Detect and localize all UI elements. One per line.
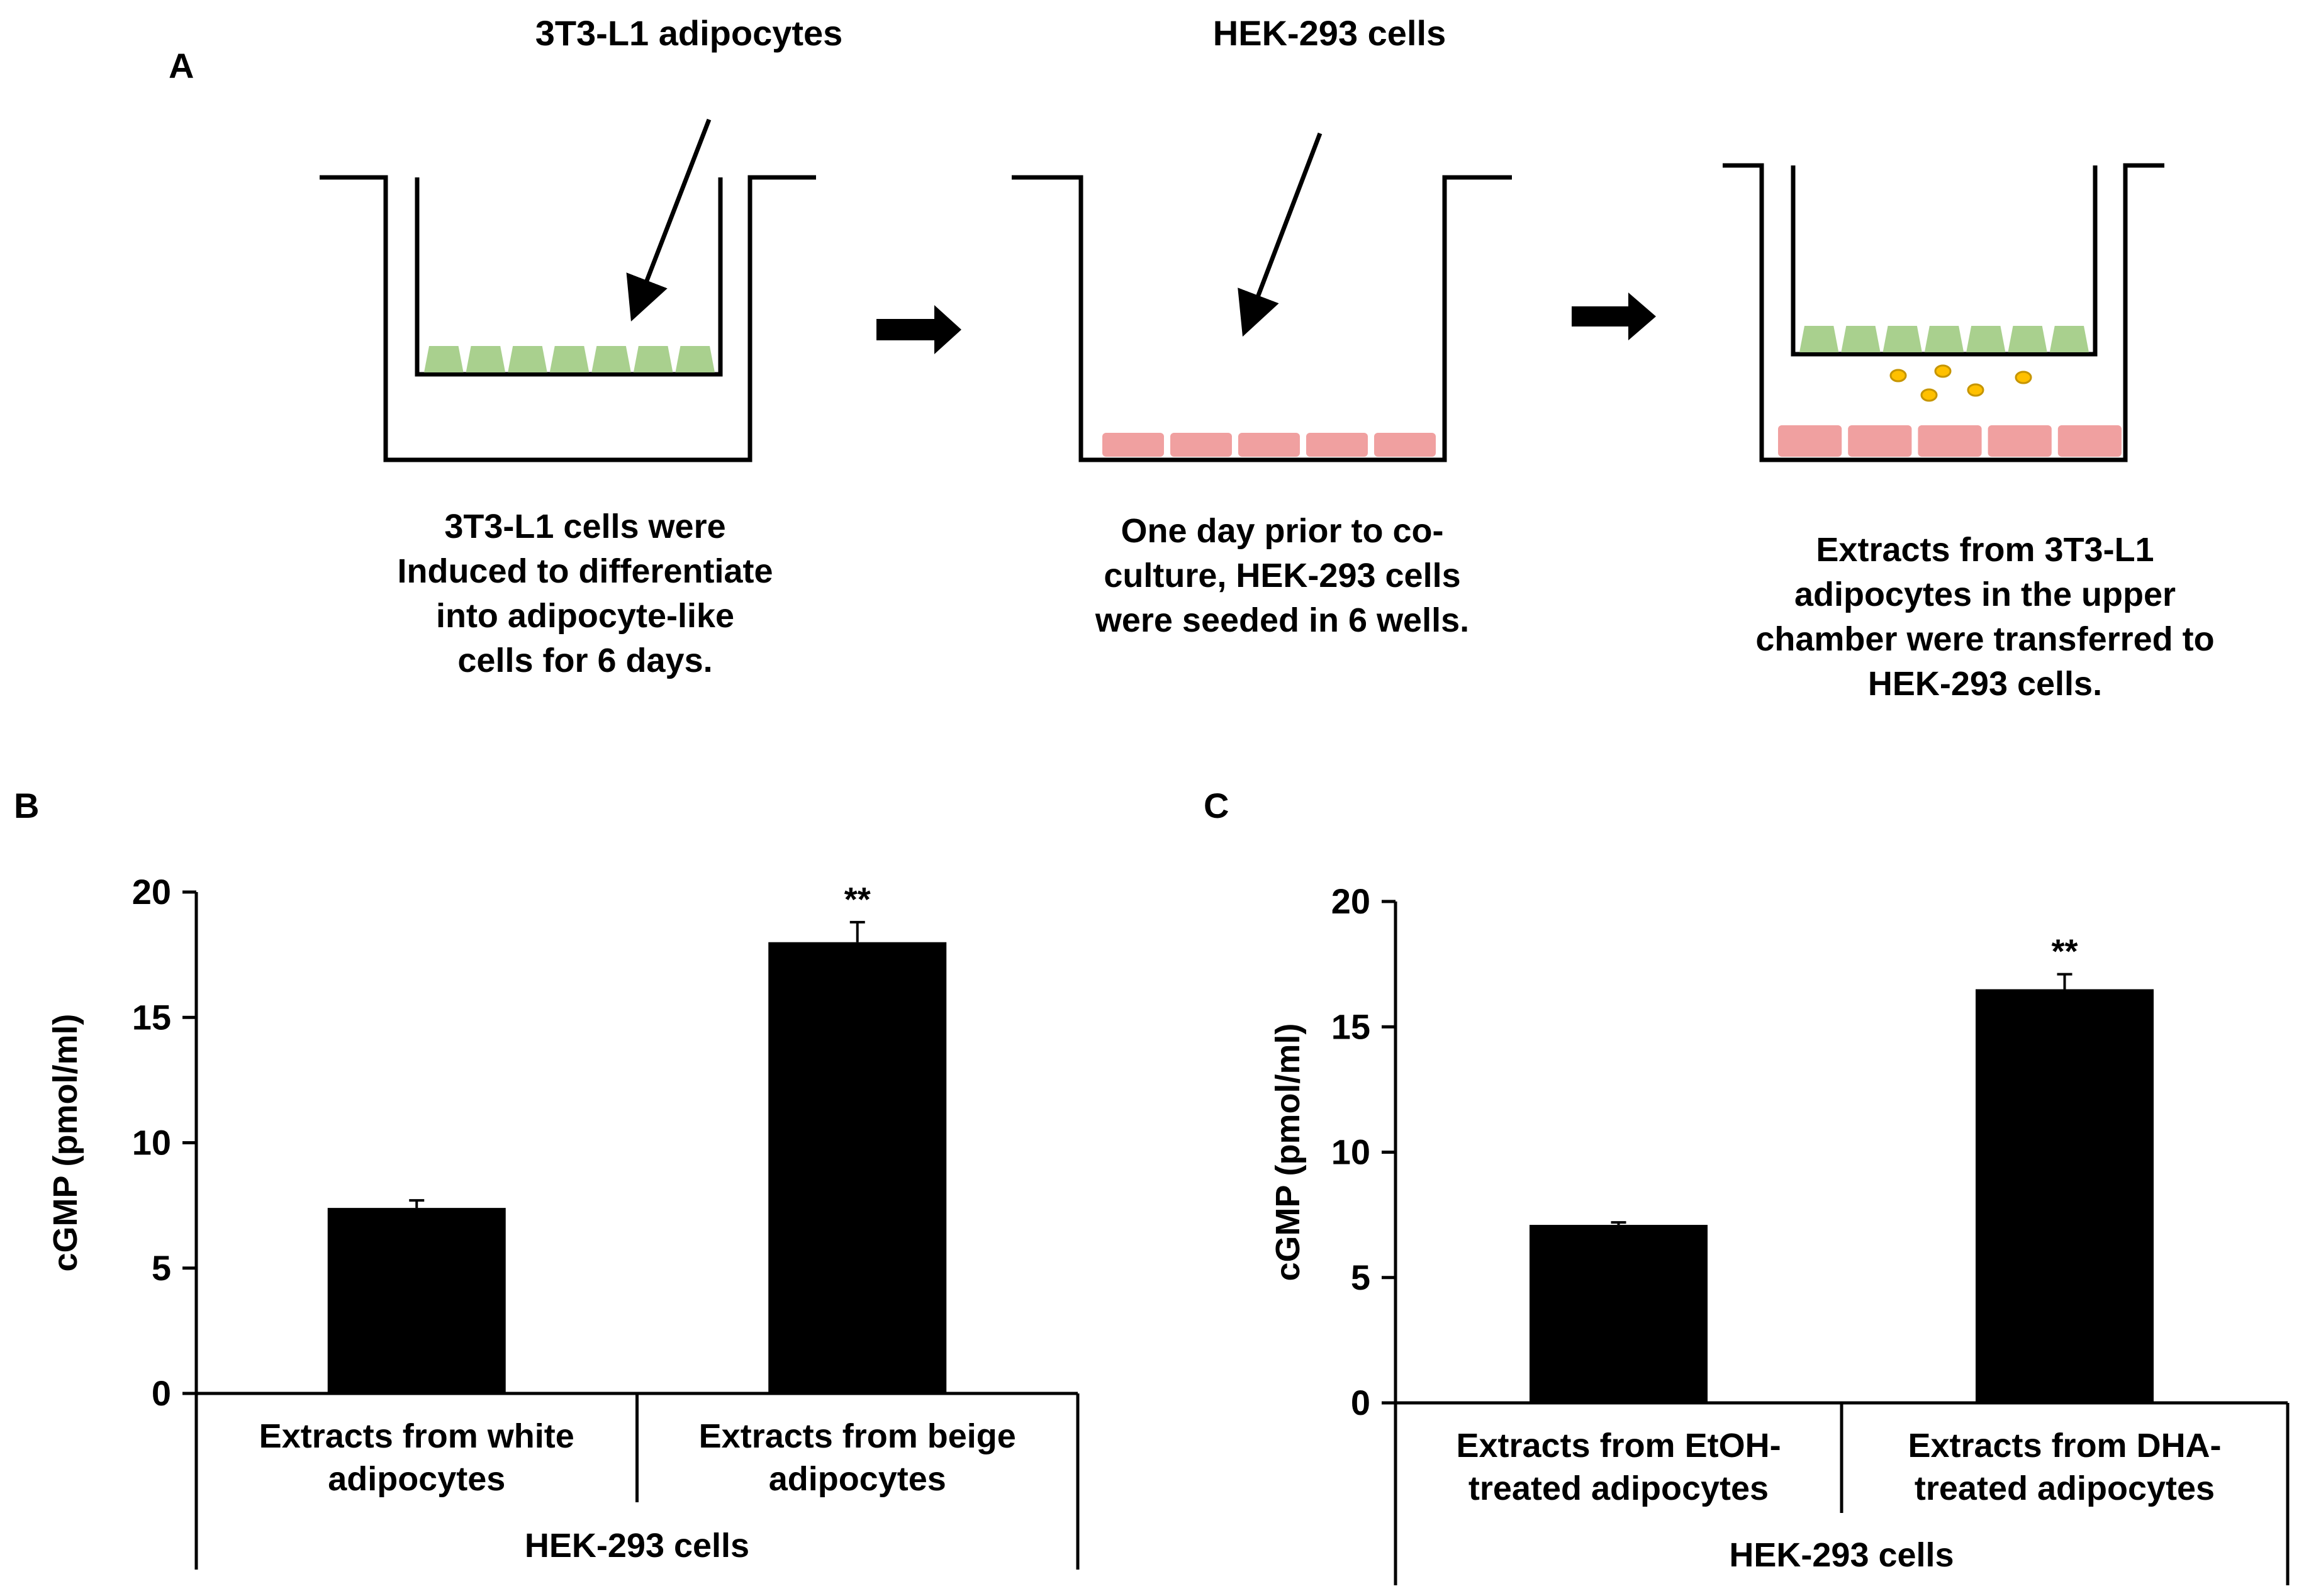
adipocyte-cell [424,346,464,372]
y-tick-label: 0 [1351,1383,1370,1422]
adipocyte-cell [466,346,506,372]
significance-marker: ** [2051,933,2078,971]
hek-cell [1238,433,1300,457]
y-tick-label: 20 [1331,881,1370,921]
category-label: treated adipocytes [1915,1470,2215,1507]
adipocyte-cell [1924,326,1964,352]
chart-b: 0 5 10 15 20 cGMP (pmol/ml) Extracts from whit… [47,872,1080,1570]
hek-cell [1170,433,1232,457]
caption-line: 3T3-L1 cells were [444,508,725,545]
hek-cell [1988,425,2052,457]
category-label: treated adipocytes [1468,1470,1769,1507]
y-tick-label: 20 [132,872,171,912]
hek-cell [1374,433,1436,457]
y-tick-label: 5 [152,1248,171,1288]
schematic-well-2 [1012,175,1512,462]
hek-cell [1306,433,1368,457]
bar [768,942,947,1393]
hek-cell [1918,425,1982,457]
bar [1530,1225,1708,1403]
adipocyte-cell [2008,326,2047,352]
adipocyte-layer-3 [1799,326,2089,352]
y-tick-label: 10 [132,1123,171,1163]
y-tick-label: 0 [152,1373,171,1413]
hek-cell [1102,433,1164,457]
hek-cell-layer-2 [1102,433,1436,457]
category-label: Extracts from DHA- [1908,1427,2221,1465]
adipocyte-cell [633,346,673,372]
hek-cell [1778,425,1842,457]
caption-line: Extracts from 3T3-L1 [1816,531,2154,569]
step-arrow-2 [1572,293,1656,340]
adipocyte-cell [508,346,547,372]
adipocyte-cell [549,346,590,372]
caption-line: HEK-293 cells. [1868,665,2102,703]
category-label: Extracts from EtOH- [1456,1427,1781,1465]
adipocyte-cell [1799,326,1839,352]
adipocyte-cell [591,346,631,372]
hek-cell [2057,425,2122,457]
droplet [2015,371,2032,384]
caption-step-1: 3T3-L1 cells were Induced to differentia… [397,508,773,679]
y-axis-label: cGMP (pmol/ml) [1269,1023,1307,1281]
caption-line: were seeded in 6 wells. [1095,601,1469,639]
bar [327,1208,506,1393]
caption-step-2: One day prior to co- culture, HEK-293 ce… [1095,512,1469,639]
panel-label-a: A [169,46,194,86]
caption-line: One day prior to co- [1121,512,1443,550]
panel-label-b: B [14,786,39,825]
caption-line: culture, HEK-293 cells [1104,557,1460,594]
adipocyte-layer-1 [424,346,715,372]
panel-label-c: C [1204,786,1229,825]
bar [1976,989,2154,1403]
hek-cell [1848,425,1912,457]
caption-line: chamber were transferred to [1755,620,2214,658]
label-hek-293-cells: HEK-293 cells [1213,13,1446,53]
y-tick-label: 15 [1331,1007,1370,1046]
category-label: Extracts from beige [699,1417,1016,1455]
group-label: HEK-293 cells [1729,1536,1954,1574]
category-label: adipocytes [769,1460,946,1498]
hek-cell-layer-3 [1778,425,2122,457]
secreted-droplets [1889,364,2032,402]
chart-c: 0 5 10 15 20 cGMP (pmol/ml) Extracts from EtOH… [1269,881,2290,1585]
y-axis-label: cGMP (pmol/ml) [47,1013,84,1271]
y-tick-label: 15 [132,997,171,1037]
category-label: Extracts from white [259,1417,574,1455]
adipocyte-cell [2049,326,2089,352]
group-label: HEK-293 cells [525,1527,749,1565]
caption-line: cells for 6 days. [457,642,712,679]
significance-marker: ** [844,881,871,918]
label-3t3-l1-adipocytes: 3T3-L1 adipocytes [535,13,843,53]
droplet [1967,383,1984,397]
y-tick-label: 10 [1331,1132,1370,1172]
adipocyte-cell [1966,326,2006,352]
caption-line: Induced to differentiate [397,552,773,590]
step-arrow-1 [876,305,961,354]
schematic-well-3 [1723,163,2164,462]
caption-line: into adipocyte-like [436,597,734,635]
pointer-arrow-2 [1238,132,1323,337]
category-label: adipocytes [328,1460,505,1498]
caption-line: adipocytes in the upper [1794,576,2176,613]
pointer-arrow-1 [626,118,712,322]
adipocyte-cell [675,346,715,372]
caption-step-3: Extracts from 3T3-L1 adipocytes in the u… [1755,531,2214,703]
adipocyte-cell [1882,326,1922,352]
schematic-well-1 [320,175,816,462]
droplet [1934,364,1952,378]
droplet [1920,388,1938,402]
droplet [1889,369,1907,382]
adipocyte-cell [1841,326,1881,352]
y-tick-label: 5 [1351,1258,1370,1297]
